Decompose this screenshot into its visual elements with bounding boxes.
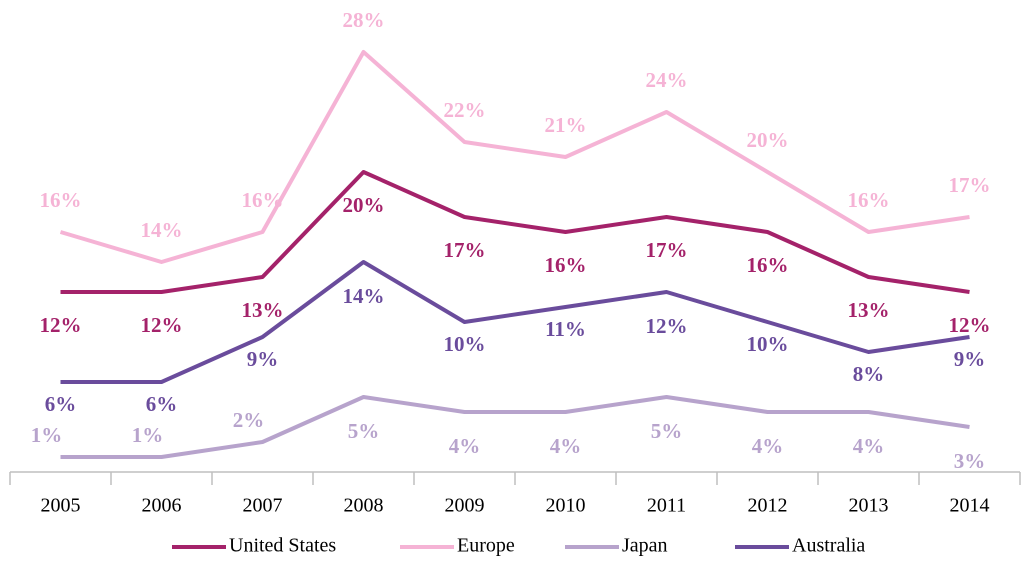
data-label: 16%	[545, 253, 587, 277]
data-label: 1%	[132, 423, 164, 447]
data-label: 4%	[752, 434, 784, 458]
x-tick-label: 2007	[243, 495, 283, 517]
series-line	[60, 395, 970, 459]
data-label: 11%	[545, 317, 586, 341]
data-label: 17%	[949, 173, 991, 197]
data-label: 22%	[444, 98, 486, 122]
data-label: 8%	[853, 362, 885, 386]
data-label: 14%	[141, 218, 183, 242]
data-label: 28%	[343, 8, 385, 32]
x-tick-label: 2009	[445, 495, 485, 517]
data-label: 16%	[848, 188, 890, 212]
data-label: 5%	[651, 419, 683, 443]
data-label: 4%	[853, 434, 885, 458]
data-label: 24%	[646, 68, 688, 92]
data-label: 6%	[45, 392, 77, 416]
data-label: 16%	[747, 253, 789, 277]
data-label: 1%	[31, 423, 63, 447]
x-tick-label: 2005	[41, 495, 81, 517]
x-tick-label: 2008	[344, 495, 384, 517]
data-label: 3%	[954, 449, 986, 473]
x-tick-label: 2014	[950, 495, 990, 517]
data-label: 21%	[545, 113, 587, 137]
data-label: 9%	[247, 347, 279, 371]
series-line	[59, 50, 970, 264]
x-tick-label: 2011	[647, 495, 686, 517]
data-label: 13%	[848, 298, 890, 322]
x-tick-label: 2006	[142, 495, 182, 517]
data-label: 12%	[40, 313, 82, 337]
data-label: 5%	[348, 419, 380, 443]
data-label: 4%	[550, 434, 582, 458]
data-label: 10%	[444, 332, 486, 356]
series-line	[60, 170, 970, 294]
legend-label: United States	[229, 535, 336, 557]
data-label: 10%	[747, 332, 789, 356]
x-tick-label: 2012	[748, 495, 788, 517]
data-label: 14%	[343, 284, 385, 308]
x-tick-label: 2013	[849, 495, 889, 517]
data-label: 17%	[444, 238, 486, 262]
data-label: 12%	[141, 313, 183, 337]
data-label: 20%	[747, 128, 789, 152]
data-label: 16%	[242, 188, 284, 212]
data-label: 16%	[40, 188, 82, 212]
data-label: 12%	[646, 314, 688, 338]
legend-label: Japan	[622, 535, 668, 557]
data-label: 20%	[343, 193, 385, 217]
series-line	[60, 260, 970, 384]
legend-label: Australia	[792, 535, 865, 557]
data-label: 13%	[242, 298, 284, 322]
data-label: 2%	[233, 408, 265, 432]
data-label: 4%	[449, 434, 481, 458]
data-label: 9%	[954, 347, 986, 371]
data-label: 17%	[646, 238, 688, 262]
data-label: 6%	[146, 392, 178, 416]
data-label: 12%	[949, 313, 991, 337]
x-tick-label: 2010	[546, 495, 586, 517]
legend-label: Europe	[457, 535, 515, 557]
